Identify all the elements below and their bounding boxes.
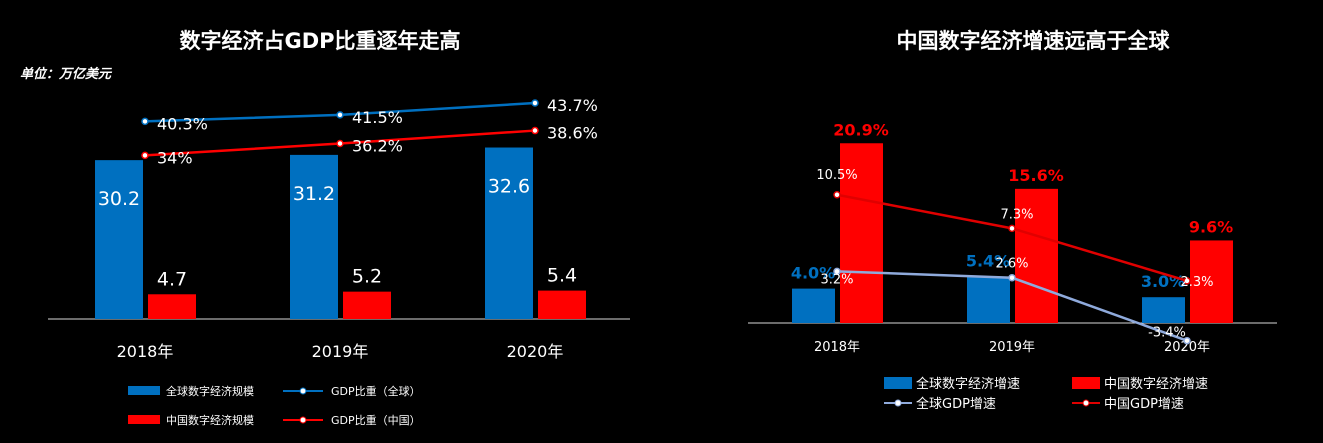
left-line-global-point — [336, 111, 344, 119]
right-line-global-point — [1183, 336, 1191, 345]
legend-label: GDP比重（中国） — [331, 413, 421, 427]
legend-swatch — [884, 377, 912, 389]
legend-swatch — [128, 415, 160, 424]
left-bar-global-label: 31.2 — [293, 183, 335, 205]
left-x-tick-label: 2020年 — [507, 342, 564, 361]
legend-label: 中国GDP增速 — [1104, 397, 1184, 412]
legend-label: 全球数字经济增速 — [916, 376, 1020, 392]
right-line-china-label: 2.3% — [1180, 275, 1213, 290]
left-bar-global-label: 32.6 — [488, 176, 530, 198]
left-line-global-label: 40.3% — [157, 114, 208, 133]
legend-line-marker — [894, 399, 902, 407]
legend-swatch — [128, 386, 160, 395]
right-x-tick-label: 2019年 — [989, 340, 1035, 355]
legend-label: GDP比重（全球） — [331, 384, 421, 398]
legend-line-marker — [299, 387, 307, 395]
legend-line-marker — [299, 416, 307, 424]
right-line-global-point — [1008, 273, 1016, 282]
right-bar-global — [1142, 297, 1185, 323]
left-line-china-label: 38.6% — [547, 124, 598, 143]
right-line-china-point — [1008, 224, 1016, 233]
right-bar-global — [967, 276, 1010, 323]
left-line-china-point — [336, 139, 344, 148]
legend-label: 全球数字经济规模 — [166, 384, 254, 398]
right-bar-global — [792, 288, 835, 323]
left-line-global-point — [531, 99, 539, 107]
right-bar-china — [840, 143, 883, 323]
right-line-global-label: 3.2% — [820, 272, 853, 287]
left-bar-global — [95, 160, 143, 319]
legend-label: 中国数字经济规模 — [166, 413, 254, 427]
left-x-tick-label: 2018年 — [117, 342, 174, 361]
right-bar-global-label: 5.4% — [966, 252, 1010, 271]
right-line-china-label: 7.3% — [1000, 207, 1033, 222]
right-line-global — [836, 270, 1188, 342]
left-bar-china — [343, 291, 391, 319]
right-bar-global-label: 3.0% — [1141, 272, 1185, 291]
right-line-china-point — [1183, 277, 1191, 285]
left-bar-china — [148, 294, 196, 319]
left-line-global-label: 43.7% — [547, 96, 598, 115]
right-bar-china — [1190, 240, 1233, 323]
right-bar-china-label: 20.9% — [833, 120, 889, 139]
right-line-global-point — [833, 267, 841, 276]
left-bar-china-label: 5.2 — [352, 266, 382, 288]
left-bar-china-label: 5.4 — [547, 265, 577, 287]
right-bar-china — [1015, 188, 1058, 323]
left-bar-china-label: 4.7 — [157, 268, 187, 290]
left-line-global-label: 41.5% — [352, 108, 403, 127]
left-chart-title: 数字经济占GDP比重逐年走高 — [179, 29, 460, 53]
right-bar-china-label: 15.6% — [1008, 166, 1064, 185]
left-line-china-label: 34% — [157, 148, 193, 167]
legend-swatch — [1072, 377, 1100, 389]
left-bar-china — [538, 290, 586, 319]
left-x-tick-label: 2019年 — [312, 342, 369, 361]
right-bar-global-label: 4.0% — [791, 264, 835, 283]
left-bar-global — [290, 154, 338, 319]
left-bar-global-label: 30.2 — [98, 188, 140, 210]
left-chart-unit: 单位：万亿美元 — [20, 66, 113, 82]
left-line-china-point — [141, 151, 149, 160]
right-x-tick-label: 2020年 — [1164, 340, 1210, 355]
right-x-tick-label: 2018年 — [814, 340, 860, 355]
left-line-global-point — [141, 117, 149, 126]
right-line-global-label: 2.6% — [995, 257, 1028, 272]
right-chart-title: 中国数字经济增速远高于全球 — [897, 29, 1171, 53]
right-bar-china-label: 9.6% — [1189, 217, 1233, 236]
right-line-global-label: -3.4% — [1148, 326, 1186, 341]
right-line-china-point — [833, 191, 841, 199]
left-line-china-point — [531, 126, 539, 135]
legend-label: 全球GDP增速 — [916, 396, 996, 412]
legend-label: 中国数字经济增速 — [1104, 377, 1208, 392]
legend-line-marker — [1082, 399, 1090, 407]
left-line-china-label: 36.2% — [352, 137, 403, 156]
left-bar-global — [485, 147, 533, 319]
right-line-china-label: 10.5% — [816, 168, 857, 183]
